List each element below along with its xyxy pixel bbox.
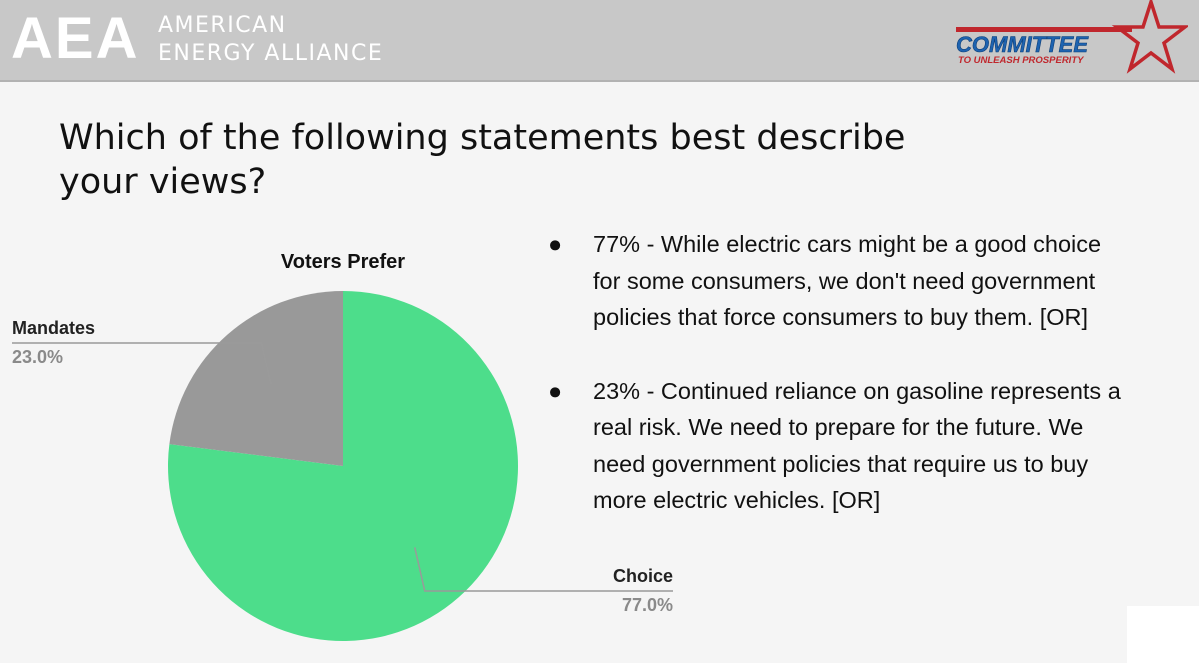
committee-logo: COMMITTEE TO UNLEASH PROSPERITY	[956, 0, 1188, 74]
aea-logo-name: AMERICAN ENERGY ALLIANCE	[158, 12, 383, 68]
question-heading: Which of the following statements best d…	[59, 116, 1059, 204]
slice-label-choice: Choice	[613, 566, 673, 586]
statement-line: policies that force consumers to buy the…	[593, 304, 1089, 330]
header-bar: AEA AMERICAN ENERGY ALLIANCE COMMITTEE T…	[0, 0, 1199, 82]
chart-title: Voters Prefer	[280, 251, 406, 273]
bullet-dot-icon: ●	[548, 377, 563, 404]
aea-name-line1: AMERICAN	[158, 13, 287, 38]
star-outline-icon	[1111, 0, 1188, 74]
corner-box	[1127, 606, 1199, 663]
statement-item: ● 77% - While electric cars might be a go…	[548, 226, 1188, 336]
leader-line-choice	[414, 547, 673, 592]
slice-value-mandates: 23.0%	[12, 347, 63, 367]
question-line1: Which of the following statements best d…	[59, 118, 906, 158]
logo-main-text: COMMITTEE	[956, 32, 1089, 57]
bullet-dot-icon: ●	[548, 231, 563, 257]
leader-line-mandates	[12, 342, 272, 385]
question-line2: your views?	[59, 162, 267, 202]
statement-item: ● 23% - Continued reliance on gasoline re…	[548, 373, 1188, 519]
statement-list: ● 77% - While electric cars might be a go…	[548, 226, 1188, 556]
aea-logo-mark: AEA	[11, 6, 140, 71]
statement-line: need government policies that require us…	[593, 450, 1089, 477]
statement-line: more electric vehicles. [OR]	[593, 487, 881, 513]
logo-sub-text: TO UNLEASH PROSPERITY	[958, 55, 1085, 66]
statement-line: 23% - Continued reliance on gasoline rep…	[593, 377, 1121, 404]
statement-line: 77% - While electric cars might be a goo…	[593, 231, 1102, 257]
pie-chart: Choice 77.0% Mandates 23.0%	[12, 291, 673, 641]
slice-label-mandates: Mandates	[12, 318, 95, 338]
statement-line: real risk. We need to prepare for the fu…	[593, 414, 1084, 440]
statement-line: for some consumers, we don't need govern…	[593, 267, 1096, 294]
aea-name-line2: ENERGY ALLIANCE	[158, 41, 384, 66]
slice-value-choice: 77.0%	[622, 595, 673, 615]
logo-red-band	[956, 27, 1132, 32]
pie-slice-mandates	[169, 291, 343, 466]
